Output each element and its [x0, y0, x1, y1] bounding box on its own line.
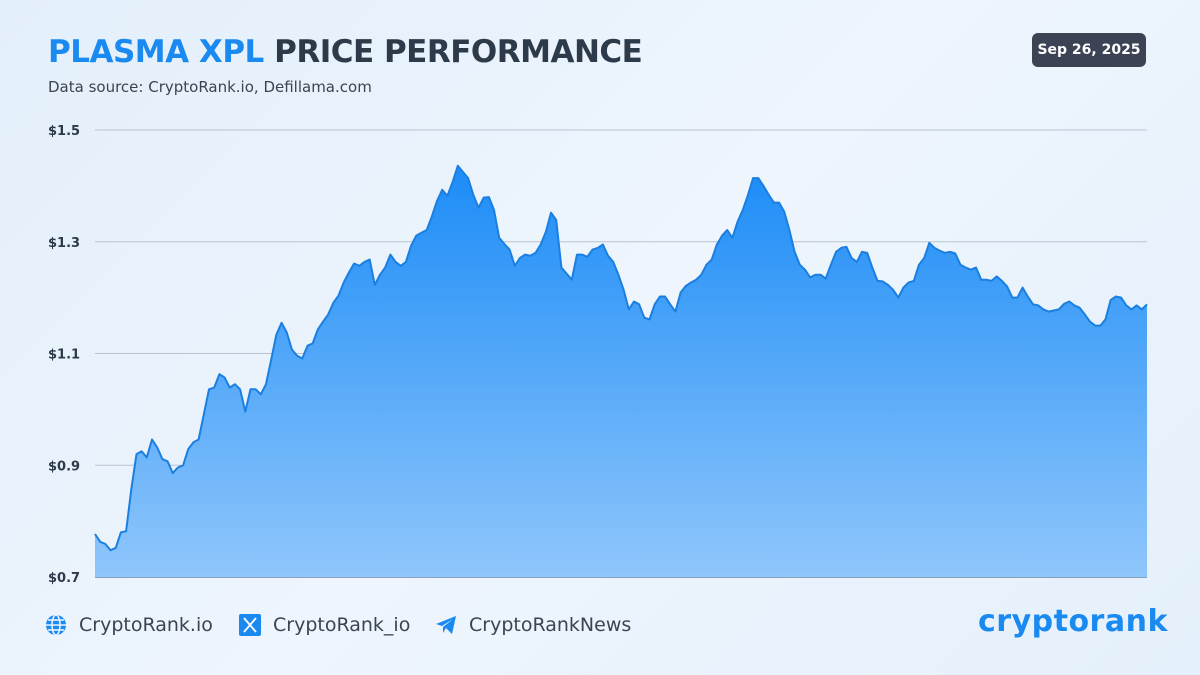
footer-link-label: CryptoRankNews: [469, 614, 632, 636]
footer-link-label: CryptoRank.io: [79, 614, 213, 636]
globe-icon: [46, 614, 66, 636]
cryptorank-logo: cryptorank: [978, 604, 1168, 639]
footer-link-website[interactable]: CryptoRank.io: [45, 614, 213, 636]
y-tick-label: $0.9: [48, 459, 80, 474]
footer-link-label: CryptoRank_io: [273, 614, 411, 636]
price-area: [95, 165, 1147, 578]
y-tick-label: $1.3: [48, 236, 80, 251]
date-badge: Sep 26, 2025: [1032, 33, 1146, 67]
page-title: PLASMA XPL PRICE PERFORMANCE: [48, 34, 643, 70]
footer-link-x[interactable]: CryptoRank_io: [239, 614, 410, 636]
title-rest: PRICE PERFORMANCE: [274, 34, 643, 70]
x-icon: [239, 614, 261, 636]
price-line: [94, 164, 1148, 552]
footer-link-telegram[interactable]: CryptoRankNews: [435, 614, 631, 636]
y-tick-label: $1.1: [48, 348, 80, 363]
title-accent: PLASMA XPL: [48, 34, 264, 70]
data-source: Data source: CryptoRank.io, Defillama.co…: [48, 78, 372, 96]
y-tick-label: $0.7: [48, 571, 80, 586]
telegram-icon: [436, 616, 456, 634]
y-tick-label: $1.5: [48, 124, 80, 139]
